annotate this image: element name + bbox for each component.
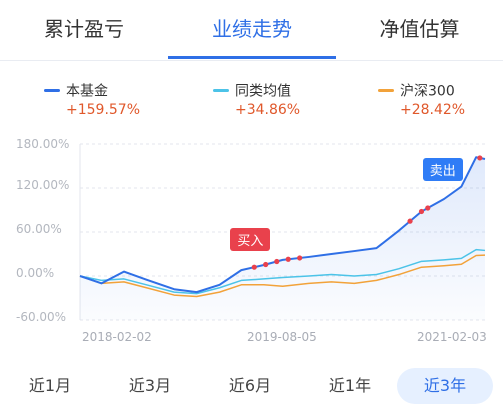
legend-swatch	[213, 89, 229, 92]
buy-marker[interactable]: 买入	[230, 227, 271, 251]
trade-dot	[274, 258, 280, 265]
legend-name: 同类均值	[235, 83, 291, 100]
legend-value: +159.57%	[66, 102, 141, 118]
legend-swatch	[44, 89, 60, 92]
tab-nav-estimate[interactable]: 净值估算	[379, 17, 460, 41]
series-line-0	[79, 156, 486, 294]
trade-dot	[477, 155, 483, 161]
trade-dot	[251, 264, 257, 270]
trade-dot	[297, 255, 303, 261]
tab-bar: 累计盈亏 业绩走势 净值估算	[0, 0, 503, 61]
range-6m[interactable]: 近6月	[228, 376, 272, 395]
series-line-2	[79, 254, 486, 298]
legend-item-fund: 本基金 +159.57%	[44, 80, 140, 118]
performance-chart[interactable]	[0, 130, 503, 360]
tab-performance-trend[interactable]: 业绩走势	[212, 17, 292, 41]
trade-dot	[263, 261, 269, 268]
trade-dot	[418, 208, 425, 215]
y-tick-label: -60.00%	[16, 310, 67, 324]
legend-item-csi300: 沪深300 +28.42%	[378, 80, 465, 118]
legend-value: +34.86%	[235, 102, 301, 118]
legend-name: 沪深300	[400, 83, 455, 100]
y-tick-label: 0.00%	[16, 266, 55, 280]
x-tick-label: 2018-02-02	[82, 330, 152, 344]
trade-dot	[425, 205, 431, 211]
trade-dot	[407, 218, 413, 224]
series-line-1	[79, 248, 486, 295]
range-1y[interactable]: 近1年	[328, 376, 372, 395]
active-tab-underline	[168, 56, 336, 59]
legend-name: 本基金	[66, 83, 108, 100]
y-tick-label: 60.00%	[16, 222, 62, 236]
tab-cumulative-pnl[interactable]: 累计盈亏	[44, 17, 124, 41]
legend-value: +28.42%	[400, 102, 466, 118]
range-3y[interactable]: 近3年	[397, 368, 493, 404]
x-tick-label: 2021-02-03	[417, 330, 487, 344]
legend-item-peer-average: 同类均值 +34.86%	[213, 80, 300, 118]
sell-marker[interactable]: 卖出	[422, 158, 463, 182]
range-3m[interactable]: 近3月	[128, 376, 172, 395]
y-tick-label: 180.00%	[16, 137, 70, 151]
y-tick-label: 120.00%	[16, 178, 70, 192]
x-tick-label: 2019-08-05	[247, 330, 317, 344]
range-1m[interactable]: 近1月	[28, 376, 72, 395]
trade-dot	[285, 256, 291, 262]
legend-swatch	[378, 89, 394, 92]
fund-area-fill	[80, 157, 485, 320]
range-selector: 近1月 近3月 近6月 近1年 近3年	[0, 356, 503, 411]
